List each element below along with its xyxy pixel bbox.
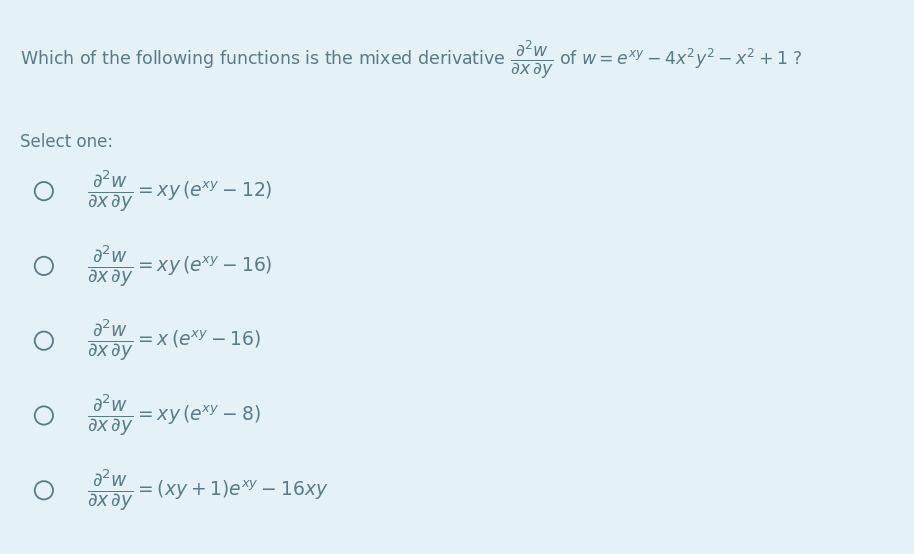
Text: $\dfrac{\partial^2 w}{\partial x\,\partial y} = xy\,(e^{xy} - 16)$: $\dfrac{\partial^2 w}{\partial x\,\parti… (87, 243, 272, 289)
Text: $\dfrac{\partial^2 w}{\partial x\,\partial y} = xy\,(e^{xy} - 8)$: $\dfrac{\partial^2 w}{\partial x\,\parti… (87, 393, 260, 438)
Text: Select one:: Select one: (20, 133, 113, 151)
Text: $\dfrac{\partial^2 w}{\partial x\,\partial y} = xy\,(e^{xy} - 12)$: $\dfrac{\partial^2 w}{\partial x\,\parti… (87, 168, 272, 214)
Text: $\dfrac{\partial^2 w}{\partial x\,\partial y} = x\,(e^{xy} - 16)$: $\dfrac{\partial^2 w}{\partial x\,\parti… (87, 318, 261, 363)
Text: $\dfrac{\partial^2 w}{\partial x\,\partial y} = (xy+1)e^{xy} - 16xy$: $\dfrac{\partial^2 w}{\partial x\,\parti… (87, 468, 328, 513)
Text: Which of the following functions is the mixed derivative $\dfrac{\partial^2 w}{\: Which of the following functions is the … (20, 39, 803, 81)
